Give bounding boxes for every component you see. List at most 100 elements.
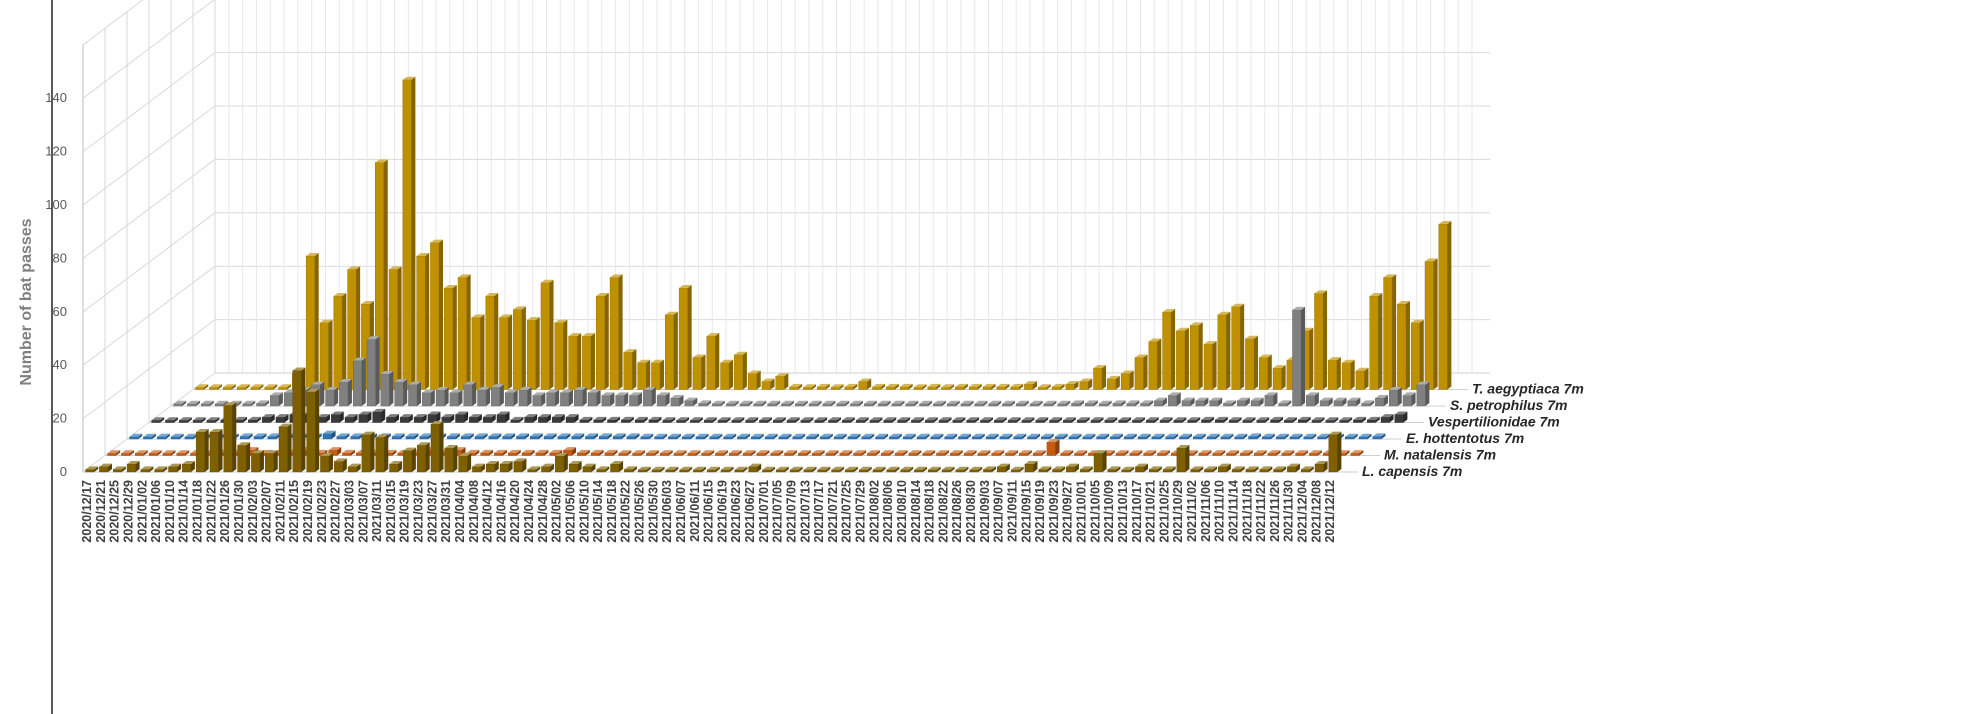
bar-top — [1245, 466, 1259, 470]
bar-side — [977, 383, 982, 390]
x-tick-label: 2021/01/26 — [218, 480, 232, 543]
bar-side — [568, 389, 573, 406]
bar-front — [400, 416, 410, 423]
x-tick-label: 2021/03/23 — [412, 480, 426, 543]
bar-top — [1157, 450, 1170, 454]
bar-side — [779, 450, 784, 456]
bar-top — [237, 442, 251, 446]
bar — [565, 414, 579, 423]
x-tick-label: 2021/02/23 — [315, 480, 329, 543]
bar-side — [469, 433, 474, 439]
bar-front — [742, 453, 752, 456]
bar-front — [1380, 416, 1390, 423]
x-tick-label: 2021/07/25 — [840, 480, 854, 543]
bar-front — [391, 436, 401, 440]
bar — [1206, 433, 1220, 440]
bar-top — [701, 450, 715, 454]
bar-top — [621, 416, 634, 420]
bar-top — [1093, 365, 1107, 369]
bar-front — [1027, 436, 1037, 440]
bar-top — [1096, 433, 1110, 437]
bar — [1226, 450, 1240, 456]
bar — [767, 400, 781, 407]
bar-front — [922, 453, 932, 456]
bar-side — [1124, 450, 1129, 456]
bar-top — [988, 400, 1002, 404]
bar — [182, 460, 195, 473]
bar-side — [1080, 400, 1085, 406]
bar — [665, 311, 678, 390]
bar-side — [845, 400, 850, 406]
bar — [330, 411, 344, 423]
bar-front — [776, 469, 786, 473]
bar-front — [419, 436, 429, 440]
bar-front — [632, 453, 642, 456]
bar-top — [1110, 433, 1123, 437]
x-tick-label: 2021/07/21 — [826, 480, 840, 543]
bar — [546, 389, 560, 407]
bar — [1328, 431, 1342, 473]
bar-side — [1138, 450, 1143, 456]
series-2 — [129, 430, 1386, 440]
bar — [1193, 433, 1206, 440]
bar-top — [626, 433, 640, 437]
bar-side — [538, 433, 543, 439]
bar-front — [333, 295, 343, 390]
bar-side — [1381, 433, 1386, 439]
bar — [1035, 417, 1049, 423]
bar — [1204, 466, 1218, 473]
bar-side — [815, 433, 820, 439]
bar-front — [416, 255, 426, 390]
bar-top — [471, 314, 485, 318]
bar-front — [1314, 293, 1324, 390]
bar-front — [982, 386, 992, 390]
bar-side — [795, 417, 800, 423]
bar — [1019, 450, 1032, 456]
bar-top — [193, 417, 206, 421]
bar-front — [623, 351, 633, 390]
bar-top — [99, 463, 113, 467]
bar-front — [1319, 400, 1329, 407]
bar-front — [1176, 330, 1186, 390]
bar-front — [541, 466, 551, 473]
bar-top — [242, 400, 256, 404]
bar — [756, 450, 770, 456]
bar-top — [405, 433, 419, 437]
bar-front — [170, 436, 180, 440]
x-tick-label: 2021/05/30 — [646, 480, 660, 543]
bar-top — [358, 411, 372, 415]
bar — [1079, 466, 1093, 473]
bar-top — [1231, 303, 1245, 307]
bar-top — [209, 384, 223, 388]
bar-side — [1257, 433, 1262, 439]
bar-top — [408, 381, 422, 385]
bar-front — [668, 436, 678, 440]
bar-side — [1044, 417, 1049, 423]
bar — [256, 400, 270, 407]
bar-top — [527, 466, 541, 470]
bar-front — [911, 420, 921, 423]
bar-top — [524, 414, 538, 418]
bar — [651, 359, 665, 390]
bar — [875, 433, 889, 440]
bar-front — [1410, 322, 1420, 390]
bar-side — [963, 383, 968, 390]
bar-front — [1309, 453, 1319, 456]
bar-front — [184, 436, 194, 440]
bar-front — [209, 387, 219, 390]
bar-top — [1207, 433, 1220, 437]
y-tick-label: 40 — [53, 357, 67, 372]
bar-top — [1002, 400, 1015, 404]
bar-top — [1046, 439, 1060, 443]
bar-front — [516, 436, 526, 440]
bar — [1151, 433, 1165, 440]
bar-side — [1099, 417, 1104, 423]
bar-top — [739, 400, 753, 404]
bar-side — [535, 317, 540, 390]
x-tick-label: 2021/09/15 — [1019, 480, 1033, 543]
bar-top — [955, 466, 969, 470]
x-tick-label: 2021/08/02 — [867, 480, 881, 543]
bar-top — [206, 417, 220, 421]
bar-top — [913, 384, 927, 388]
